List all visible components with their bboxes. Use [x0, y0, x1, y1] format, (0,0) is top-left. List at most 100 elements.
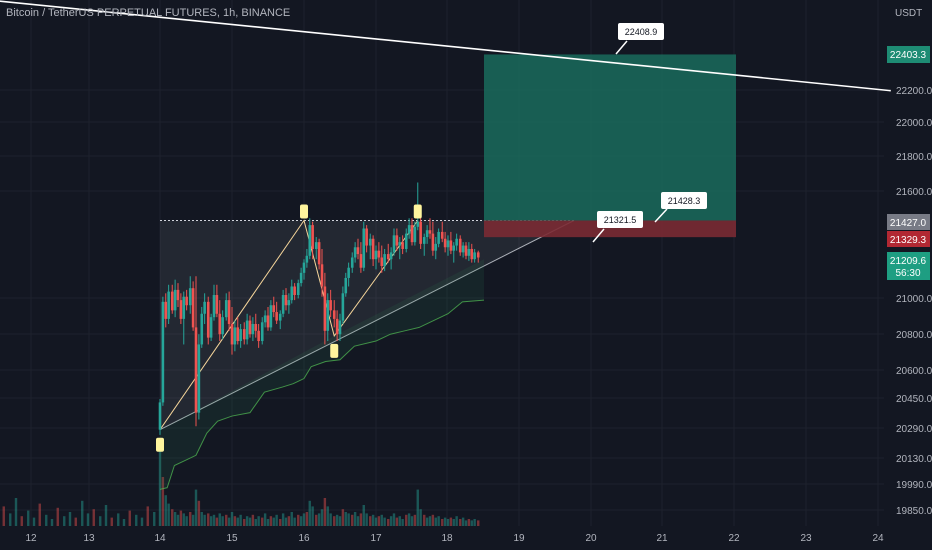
- candle-body: [218, 313, 222, 335]
- volume-bar: [308, 500, 311, 526]
- candle-body: [290, 286, 294, 301]
- ascending-triangle-pattern[interactable]: [160, 220, 574, 430]
- candle-body: [413, 226, 417, 243]
- candle-body: [266, 315, 270, 328]
- candle-body: [338, 320, 342, 335]
- volume-bar: [179, 510, 183, 526]
- volume-bar: [218, 513, 221, 526]
- volume-bar: [117, 513, 120, 526]
- candle-body: [455, 238, 458, 246]
- candle-body: [407, 225, 411, 234]
- candle-body: [473, 252, 476, 260]
- loss-zone[interactable]: [484, 220, 736, 238]
- volume-bar: [347, 513, 350, 526]
- volume-bar: [284, 517, 288, 526]
- candle-body: [296, 283, 300, 296]
- price-tag-target: 22403.3: [887, 46, 930, 63]
- volume-bar: [353, 512, 357, 526]
- candle-body: [236, 327, 240, 342]
- callout-pointer: [592, 228, 605, 243]
- volume-bar: [261, 517, 264, 526]
- volume-bar: [153, 512, 156, 526]
- volume-bar: [269, 516, 273, 526]
- candle-body: [323, 286, 327, 331]
- time-tick-label: 24: [872, 533, 884, 544]
- pattern-point-marker: [156, 437, 164, 452]
- candle-body: [260, 322, 264, 342]
- candle-body: [467, 248, 471, 256]
- volume-bar: [239, 514, 242, 526]
- volume-bar: [434, 517, 437, 526]
- candle-body: [443, 238, 447, 248]
- volume-bar: [338, 516, 342, 526]
- volume-bar: [248, 517, 252, 526]
- time-tick-label: 12: [25, 533, 37, 544]
- price-tag-last: 21209.6 56:30: [887, 252, 930, 280]
- callout-stop-price: 21321.5: [604, 215, 637, 225]
- candle-body: [383, 254, 386, 267]
- candle-body: [335, 318, 339, 335]
- volume-bar: [467, 519, 471, 526]
- callout-box: [661, 192, 707, 209]
- candle-body: [203, 301, 206, 314]
- candle-body: [239, 329, 242, 342]
- callout-entry[interactable]: 21428.3: [654, 192, 707, 223]
- candle-body: [350, 257, 354, 268]
- price-axis[interactable]: USDT 22200.0 22000.0 21800.0 21600.0 21000.0…: [895, 8, 932, 517]
- callout-trendline[interactable]: 22408.9: [615, 23, 664, 55]
- volume-bar: [215, 517, 219, 526]
- time-tick-label: 17: [370, 533, 382, 544]
- candle-body: [284, 295, 288, 306]
- volume-bar: [320, 509, 324, 526]
- candle-body: [380, 257, 384, 267]
- price-tick-label: 20600.0: [896, 366, 932, 377]
- volume-bar: [410, 516, 414, 526]
- candle-body: [434, 243, 438, 251]
- candle-body: [341, 293, 345, 321]
- volume-bar: [92, 509, 95, 526]
- volume-bar: [254, 519, 257, 526]
- support-trendline[interactable]: [159, 220, 575, 431]
- volume-bar: [9, 513, 12, 526]
- volume-bar: [293, 517, 296, 526]
- candle-body: [173, 289, 177, 311]
- candle-body: [419, 221, 422, 244]
- candle-body: [191, 288, 195, 328]
- callout-stop[interactable]: 21321.5: [592, 211, 643, 243]
- volume-bar: [104, 505, 108, 526]
- volume-bar: [428, 516, 432, 526]
- price-tick-label: 21600.0: [896, 187, 932, 198]
- volume-bar: [38, 503, 41, 526]
- volume-bar: [470, 520, 473, 526]
- candle-body: [224, 300, 228, 318]
- candles: [158, 182, 480, 435]
- candle-body: [449, 240, 453, 251]
- volume-bar: [477, 520, 480, 526]
- volume-bar: [333, 516, 336, 526]
- volume-bar: [455, 516, 458, 526]
- candle-body: [452, 245, 456, 251]
- volume-bar: [407, 513, 411, 526]
- price-tag-box: [887, 231, 930, 247]
- candle-body: [422, 237, 426, 244]
- price-tick-label: 21800.0: [896, 152, 932, 163]
- long-trendline[interactable]: [0, 0, 891, 92]
- time-axis[interactable]: 12 13 14 15 16 17 18 19 20 21 22 23 24: [25, 533, 884, 544]
- candle-body: [425, 230, 429, 238]
- volume-bar: [56, 507, 59, 526]
- volume-bar: [446, 519, 450, 526]
- volume-bar: [207, 513, 210, 526]
- volume-bar: [329, 513, 332, 526]
- candle-body: [368, 238, 372, 246]
- candle-body: [185, 296, 188, 306]
- volume-bar: [189, 512, 192, 526]
- candle-body: [275, 312, 278, 321]
- candle-body: [458, 238, 462, 253]
- candle-body: [281, 295, 285, 314]
- candle-body: [305, 255, 309, 263]
- price-tag-last-label: 21209.6: [890, 256, 927, 267]
- volume-bar: [81, 500, 84, 526]
- volume-bar: [281, 513, 285, 526]
- volume-bar: [395, 517, 399, 526]
